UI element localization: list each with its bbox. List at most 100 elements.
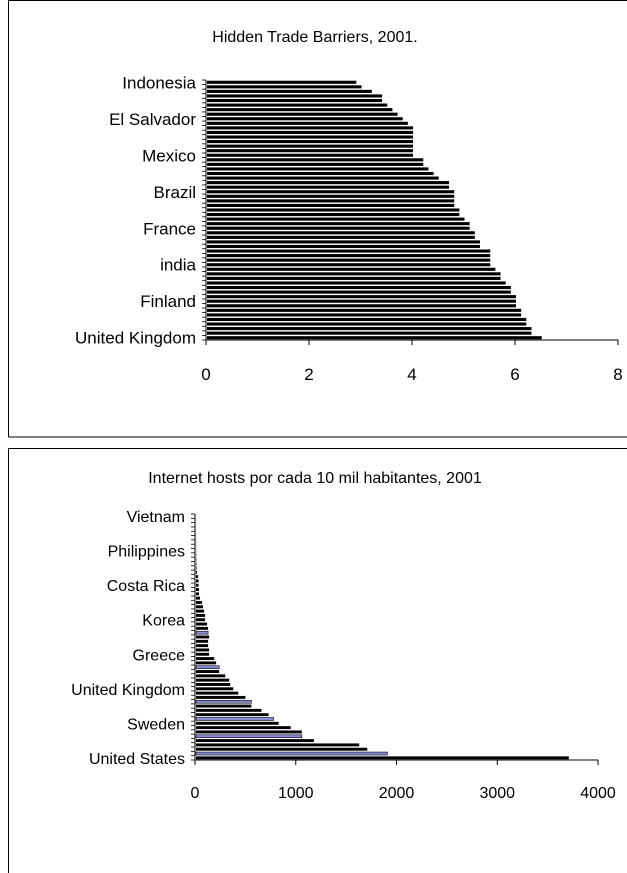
bar (196, 644, 209, 648)
bar (195, 717, 274, 721)
bar (207, 213, 460, 217)
chart-title: Internet hosts por cada 10 mil habitante… (148, 470, 482, 487)
bar (207, 235, 475, 239)
bar (207, 149, 413, 153)
x-tick-label: 2000 (379, 785, 415, 802)
x-tick-label: 4 (407, 365, 416, 384)
chart-title: Hidden Trade Barriers, 2001. (212, 29, 417, 46)
bar (207, 167, 429, 171)
bar (207, 281, 506, 285)
bar (207, 263, 491, 267)
bar (195, 665, 220, 669)
bar (207, 185, 450, 189)
bar (207, 144, 413, 148)
bar (196, 596, 201, 600)
x-tick-label: 3000 (479, 785, 515, 802)
category-label: Vietnam (127, 509, 185, 526)
category-label: United Kingdom (71, 682, 185, 699)
bar (196, 622, 208, 626)
bar (195, 751, 388, 756)
bar (207, 313, 522, 317)
bar (196, 661, 217, 665)
x-tick-label: 0 (201, 365, 210, 384)
bar (196, 726, 291, 730)
bar (207, 267, 496, 271)
bar (207, 130, 413, 135)
x-tick-label: 4000 (580, 785, 616, 802)
bar (196, 562, 197, 566)
bar (196, 609, 205, 613)
bar (207, 331, 532, 335)
bar (196, 721, 279, 725)
bar (207, 194, 455, 198)
bar (196, 626, 209, 630)
bar (196, 566, 197, 570)
bar (195, 699, 252, 704)
category-label: El Salvador (109, 110, 196, 129)
bar (196, 670, 220, 673)
bar (207, 249, 491, 253)
bar (196, 683, 231, 686)
bar (207, 322, 527, 326)
bar (207, 153, 413, 157)
bar (207, 208, 460, 212)
bar (196, 605, 204, 609)
bar (207, 244, 480, 249)
bar (207, 317, 527, 322)
bar (207, 222, 470, 226)
bar (196, 618, 206, 622)
bar (196, 704, 252, 708)
bar (207, 181, 450, 185)
bar (195, 734, 303, 739)
bar (207, 85, 362, 89)
internet-hosts-svg: Internet hosts por cada 10 mil habitante… (8, 448, 627, 873)
bar (207, 89, 372, 93)
x-tick-label: 2 (304, 365, 313, 384)
bar (207, 190, 455, 194)
category-label: Costa Rica (107, 578, 185, 595)
trade-barriers-chart: Hidden Trade Barriers, 2001. United Kingd… (8, 0, 627, 438)
bar (207, 103, 388, 107)
x-tick-label: 0 (191, 785, 200, 802)
bar (196, 743, 360, 747)
bar (207, 203, 455, 207)
x-tick-label: 6 (510, 365, 519, 384)
category-label: Greece (133, 647, 186, 664)
bar (196, 579, 199, 583)
bar (196, 588, 200, 591)
bar (207, 158, 424, 162)
bar (196, 657, 215, 661)
bar (196, 674, 226, 678)
bar (196, 601, 203, 604)
category-label: Brazil (153, 183, 196, 202)
category-label: France (143, 219, 196, 238)
category-label: Sweden (127, 716, 185, 733)
bar (207, 162, 424, 166)
category-label: United Kingdom (75, 329, 196, 348)
bar (207, 276, 501, 280)
bar (196, 678, 230, 682)
bar (207, 285, 511, 290)
bar (196, 652, 210, 656)
bar (196, 639, 209, 643)
bar (207, 258, 491, 262)
x-tick-label: 8 (613, 365, 622, 384)
category-label: Indonesia (122, 73, 196, 92)
bar (207, 327, 532, 331)
bar (207, 117, 403, 121)
bar (207, 121, 408, 125)
bar (196, 635, 210, 639)
bar (196, 592, 200, 596)
category-label: Korea (142, 613, 185, 630)
bar (196, 575, 199, 579)
bar (196, 713, 269, 717)
bar (207, 226, 470, 230)
category-label: Mexico (142, 146, 196, 165)
category-label: Finland (140, 292, 196, 311)
bar (196, 648, 210, 652)
bar (207, 140, 413, 144)
bar (207, 254, 491, 258)
bar (207, 231, 475, 235)
bar (196, 583, 199, 587)
trade-barriers-svg: Hidden Trade Barriers, 2001. United Kingd… (8, 0, 627, 438)
